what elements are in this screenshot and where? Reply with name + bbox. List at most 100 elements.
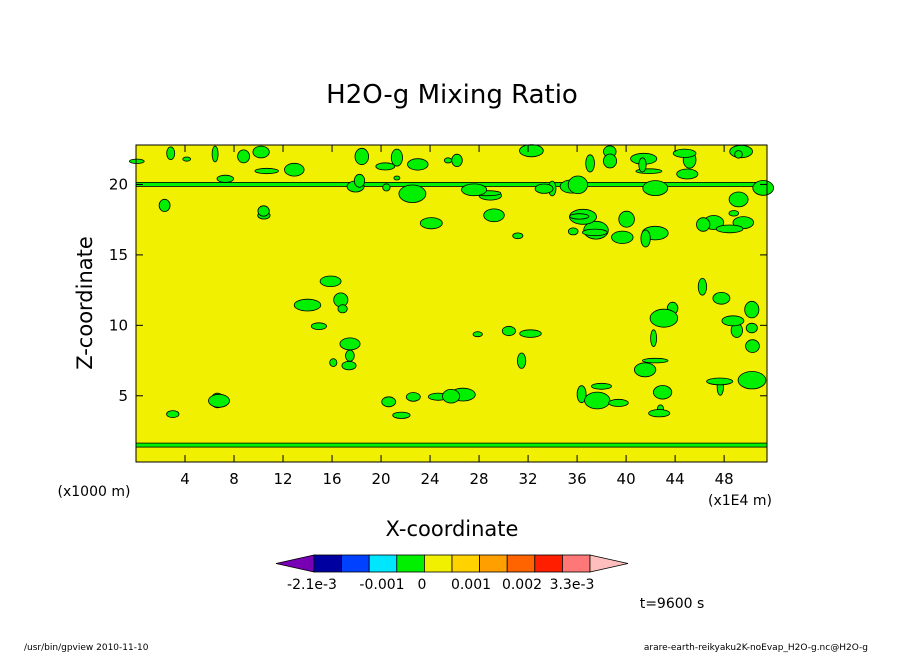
- contour-blob-1-8: [310, 322, 327, 331]
- colorbar-swatch-8: [506, 554, 536, 573]
- contour-blob-1-6: [293, 298, 322, 312]
- x-tick-label-10: 44: [666, 470, 685, 488]
- contour-blob-4-2: [516, 352, 527, 369]
- contour-band-0: [135, 442, 768, 448]
- contour-blob-8-54: [166, 146, 176, 161]
- contour-blob-8-52: [252, 145, 270, 159]
- contour-blob-5-0: [591, 382, 612, 390]
- contour-blob-6-1: [608, 398, 629, 407]
- contour-blob-8-33: [696, 217, 711, 232]
- contour-blob-8-57: [611, 230, 634, 244]
- contour-blob-8-12: [752, 180, 774, 196]
- colorbar-swatch-4: [396, 554, 425, 573]
- x-tick-label-6: 28: [470, 470, 489, 488]
- contour-blob-8-15: [451, 153, 463, 167]
- contour-blob-2-1: [392, 411, 411, 419]
- colorbar-label-0: -2.1e-3: [287, 577, 337, 593]
- contour-blob-7-3: [652, 385, 673, 400]
- x-tick-label-0: 4: [180, 470, 190, 488]
- plot-frame: [135, 144, 768, 463]
- contour-blob-5-2: [584, 391, 611, 410]
- contour-blob-7-7: [642, 357, 669, 364]
- contour-blob-8-51: [715, 224, 744, 234]
- colorbar-swatch-9: [534, 554, 563, 573]
- contour-blob-8-16: [237, 149, 251, 164]
- colorbar-swatch-6: [451, 554, 481, 573]
- contour-blob-8-48: [581, 228, 608, 237]
- contour-blob-7-11: [745, 339, 760, 353]
- contour-blob-8-30: [461, 183, 488, 197]
- contour-blob-8-28: [254, 167, 279, 175]
- x-unit-label: (x1E4 m): [708, 493, 772, 509]
- y-axis: 5 10 15 20: [109, 175, 767, 405]
- y-unit-label: (x1000 m): [58, 484, 131, 500]
- contour-blob-8-50: [734, 150, 743, 159]
- x-tick-label-5: 24: [421, 470, 440, 488]
- y-tick-label-0: 5: [118, 387, 128, 405]
- colorbar-swatch-5: [423, 554, 453, 573]
- contour-blob-8-38: [519, 144, 544, 158]
- contour-blob-8-25: [398, 184, 427, 204]
- colorbar-swatch-10: [562, 554, 591, 573]
- chart-title: H2O-g Mixing Ratio: [326, 80, 578, 110]
- contour-blob-0-0: [166, 410, 180, 419]
- colorbar-swatch-2: [341, 554, 370, 573]
- plot-area: [129, 144, 774, 463]
- y-tick-label-1: 10: [109, 316, 128, 334]
- colorbar-swatch-1: [313, 554, 343, 573]
- contour-blob-7-0: [744, 300, 760, 319]
- contour-blob-2-2: [381, 396, 397, 408]
- contour-blob-1-4: [341, 360, 357, 371]
- contour-blob-4-0: [519, 329, 542, 338]
- x-axis-title: X-coordinate: [386, 517, 519, 541]
- contour-blob-1-5: [337, 304, 348, 314]
- contour-blob-7-6: [697, 277, 708, 296]
- contour-blob-7-15: [712, 291, 731, 305]
- contour-blob-6-2: [648, 409, 671, 418]
- contour-blob-5-1: [576, 385, 587, 404]
- contour-blob-8-31: [676, 168, 699, 180]
- contour-blob-8-20: [618, 210, 635, 228]
- colorbar-swatch-3: [368, 554, 398, 573]
- colorbar: -2.1e-3 -0.001 0 0.001 0.002 3.3e-3: [275, 554, 629, 593]
- x-tick-label-8: 36: [568, 470, 587, 488]
- contour-blob-8-47: [642, 180, 669, 197]
- contour-blob-2-0: [405, 392, 421, 402]
- colorbar-label-4: 0.002: [502, 577, 542, 593]
- contour-blob-8-49: [585, 154, 595, 173]
- colorbar-swatch-11: [589, 554, 629, 573]
- contour-blob-8-56: [567, 175, 589, 195]
- contour-blob-8-36: [567, 227, 579, 236]
- contour-blob-4-3: [472, 331, 483, 338]
- x-tick-label-11: 48: [715, 470, 734, 488]
- contour-blob-0-2: [208, 393, 230, 408]
- contour-blob-8-11: [257, 205, 270, 217]
- contour-blob-4-1: [501, 325, 516, 337]
- contour-blob-7-13: [649, 308, 679, 328]
- contour-blob-8-23: [483, 208, 505, 223]
- footer-left: /usr/bin/gpview 2010-11-10: [24, 643, 149, 653]
- contour-blob-8-18: [393, 175, 401, 181]
- colorbar-label-5: 3.3e-3: [550, 577, 595, 593]
- contour-blob-8-10: [512, 232, 524, 240]
- colorbar-label-2: 0: [418, 577, 427, 593]
- contour-blob-1-1: [319, 275, 342, 288]
- x-tick-label-1: 8: [229, 470, 239, 488]
- contour-blob-3-2: [442, 389, 461, 404]
- contour-blob-1-2: [345, 349, 355, 362]
- contour-blob-8-26: [354, 147, 370, 166]
- colorbar-swatch-7: [479, 554, 508, 573]
- contour-blob-8-40: [728, 191, 749, 208]
- contour-blob-8-58: [638, 157, 647, 173]
- contour-blob-1-3: [339, 337, 361, 351]
- y-tick-label-3: 20: [109, 175, 128, 193]
- contour-blob-8-63: [672, 148, 697, 158]
- x-tick-label-9: 40: [617, 470, 636, 488]
- contour-blob-7-10: [745, 322, 758, 334]
- contour-blob-8-13: [382, 183, 391, 192]
- contour-blob-8-60: [443, 157, 453, 164]
- colorbar-swatch-0: [275, 554, 315, 573]
- contour-blob-8-62: [211, 145, 219, 163]
- x-tick-label-3: 16: [322, 470, 341, 488]
